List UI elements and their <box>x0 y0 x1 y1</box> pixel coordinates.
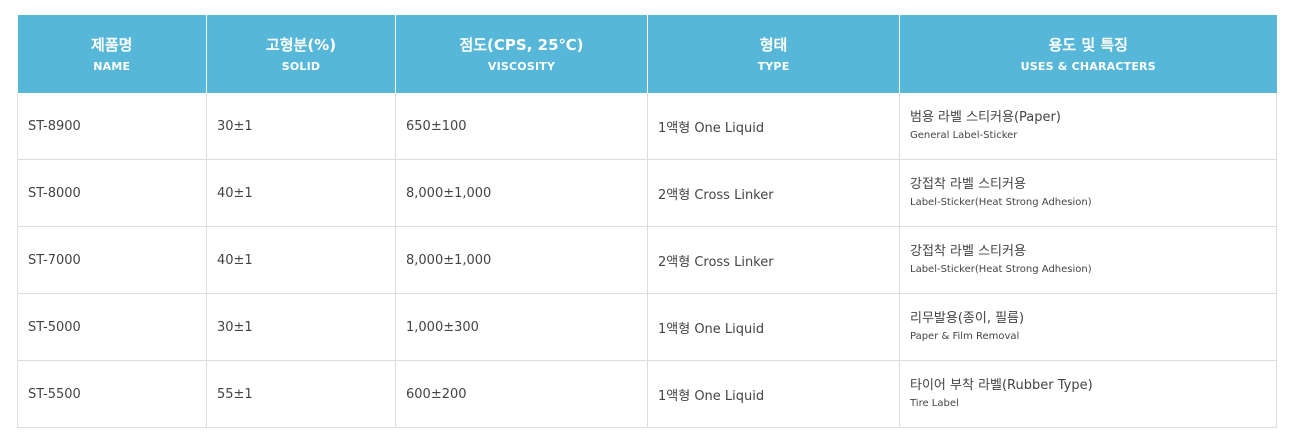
cell-solid: 40±1 <box>206 159 396 227</box>
cell-type: 2액형 Cross Linker <box>647 226 900 294</box>
cell-solid: 30±1 <box>206 293 396 361</box>
product-spec-table: 제품명 NAME 고형분(%) SOLID 점도(CPS, 25℃) VISCO… <box>17 15 1277 428</box>
use-label-ko: 강접착 라벨 스티커용 <box>910 177 1026 192</box>
cell-solid: 55±1 <box>206 360 396 428</box>
header-viscosity: 점도(CPS, 25℃) VISCOSITY <box>395 15 648 93</box>
cell-type: 1액형 One Liquid <box>647 293 900 361</box>
table-row: ST-5500 55±1 600±200 1액형 One Liquid 타이어 … <box>17 360 1277 428</box>
header-label-en: USES & CHARACTERS <box>1020 59 1156 73</box>
table-row: ST-8000 40±1 8,000±1,000 2액형 Cross Linke… <box>17 159 1277 227</box>
table-row: ST-7000 40±1 8,000±1,000 2액형 Cross Linke… <box>17 226 1277 294</box>
table-row: ST-5000 30±1 1,000±300 1액형 One Liquid 리무… <box>17 293 1277 361</box>
cell-name: ST-5500 <box>17 360 207 428</box>
cell-solid: 40±1 <box>206 226 396 294</box>
product-spec-table-container: 제품명 NAME 고형분(%) SOLID 점도(CPS, 25℃) VISCO… <box>17 15 1277 428</box>
use-label-en: General Label-Sticker <box>910 130 1018 141</box>
cell-solid: 30±1 <box>206 93 396 160</box>
cell-type: 1액형 One Liquid <box>647 93 900 160</box>
cell-name: ST-8000 <box>17 159 207 227</box>
header-name: 제품명 NAME <box>17 15 207 93</box>
header-label-ko: 용도 및 특징 <box>1048 35 1128 54</box>
header-label-en: TYPE <box>757 59 790 73</box>
header-label-en: VISCOSITY <box>487 59 556 73</box>
use-label-en: Tire Label <box>910 398 959 409</box>
cell-viscosity: 600±200 <box>395 360 648 428</box>
header-solid: 고형분(%) SOLID <box>206 15 396 93</box>
cell-viscosity: 650±100 <box>395 93 648 160</box>
use-label-en: Paper & Film Removal <box>910 331 1020 342</box>
use-label-ko: 범용 라벨 스티커용(Paper) <box>910 110 1061 125</box>
cell-type: 2액형 Cross Linker <box>647 159 900 227</box>
cell-viscosity: 8,000±1,000 <box>395 226 648 294</box>
use-label-en: Label-Sticker(Heat Strong Adhesion) <box>910 197 1092 208</box>
cell-uses: 범용 라벨 스티커용(Paper) General Label-Sticker <box>899 93 1277 160</box>
header-label-ko: 제품명 <box>91 35 133 54</box>
use-label-en: Label-Sticker(Heat Strong Adhesion) <box>910 264 1092 275</box>
header-label-ko: 고형분(%) <box>265 35 337 54</box>
header-uses: 용도 및 특징 USES & CHARACTERS <box>899 15 1277 93</box>
header-label-ko: 형태 <box>759 35 788 54</box>
header-type: 형태 TYPE <box>647 15 900 93</box>
cell-viscosity: 8,000±1,000 <box>395 159 648 227</box>
table-body: ST-8900 30±1 650±100 1액형 One Liquid 범용 라… <box>17 93 1277 428</box>
use-label-ko: 강접착 라벨 스티커용 <box>910 244 1026 259</box>
table-row: ST-8900 30±1 650±100 1액형 One Liquid 범용 라… <box>17 93 1277 160</box>
header-label-en: SOLID <box>281 59 321 73</box>
cell-type: 1액형 One Liquid <box>647 360 900 428</box>
cell-viscosity: 1,000±300 <box>395 293 648 361</box>
cell-uses: 강접착 라벨 스티커용 Label-Sticker(Heat Strong Ad… <box>899 226 1277 294</box>
use-label-ko: 리무발용(종이, 필름) <box>910 311 1025 326</box>
table-header: 제품명 NAME 고형분(%) SOLID 점도(CPS, 25℃) VISCO… <box>17 15 1277 93</box>
cell-uses: 타이어 부착 라벨(Rubber Type) Tire Label <box>899 360 1277 428</box>
header-label-en: NAME <box>93 59 131 73</box>
cell-name: ST-8900 <box>17 93 207 160</box>
cell-name: ST-7000 <box>17 226 207 294</box>
use-label-ko: 타이어 부착 라벨(Rubber Type) <box>910 378 1093 393</box>
cell-uses: 강접착 라벨 스티커용 Label-Sticker(Heat Strong Ad… <box>899 159 1277 227</box>
cell-name: ST-5000 <box>17 293 207 361</box>
header-row: 제품명 NAME 고형분(%) SOLID 점도(CPS, 25℃) VISCO… <box>17 15 1277 93</box>
header-label-ko: 점도(CPS, 25℃) <box>459 35 584 54</box>
cell-uses: 리무발용(종이, 필름) Paper & Film Removal <box>899 293 1277 361</box>
